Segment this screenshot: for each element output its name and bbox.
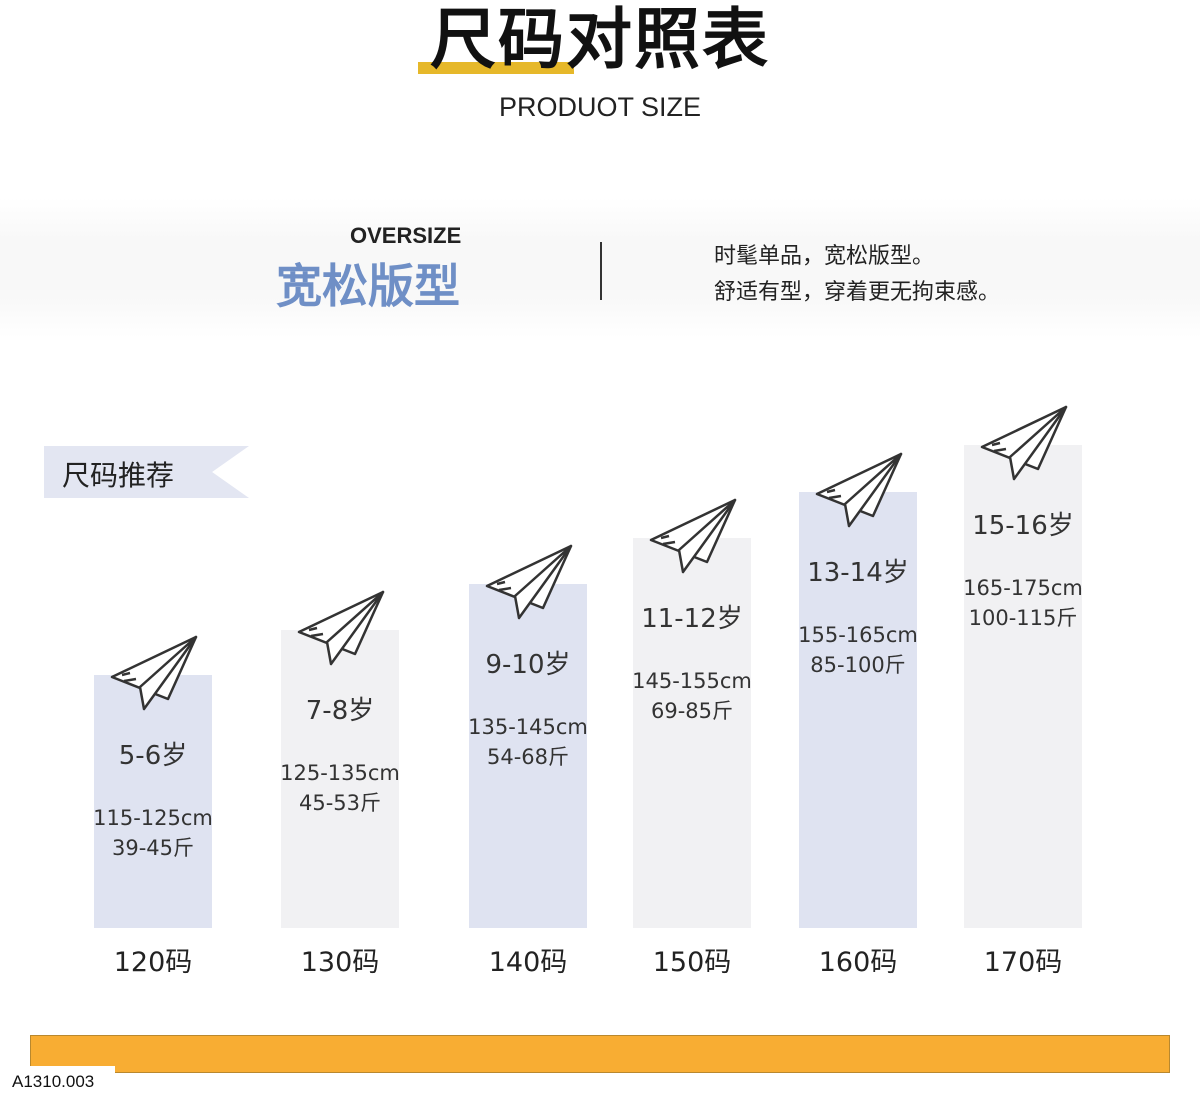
size-label: 160码 <box>818 947 898 978</box>
age-range: 11-12岁 <box>641 604 743 634</box>
weight-range: 85-100斤 <box>810 653 906 677</box>
divider <box>600 242 602 300</box>
size-label: 170码 <box>983 947 1063 978</box>
height-range: 115-125cm <box>93 806 213 830</box>
size-bar <box>633 538 751 928</box>
recommend-tag-label: 尺码推荐 <box>62 459 175 492</box>
weight-range: 69-85斤 <box>650 699 734 723</box>
paper-plane-icon <box>649 498 739 576</box>
page-title: 尺码对照表 <box>430 1 770 78</box>
weight-range: 45-53斤 <box>298 791 382 815</box>
height-range: 155-165cm <box>798 623 918 647</box>
size-bar <box>799 492 917 928</box>
style-label-cn: 宽松版型 <box>276 259 460 313</box>
style-desc-1: 时髦单品，宽松版型。 <box>714 244 935 269</box>
size-bar <box>281 630 399 928</box>
paper-plane-icon <box>110 635 200 713</box>
size-label: 150码 <box>652 947 732 978</box>
paper-plane-icon <box>815 452 905 530</box>
footer-bar <box>30 1035 1170 1073</box>
paper-plane-icon <box>980 405 1070 483</box>
age-range: 13-14岁 <box>807 558 909 588</box>
weight-range: 100-115斤 <box>968 606 1078 630</box>
weight-range: 54-68斤 <box>486 745 570 769</box>
size-bar <box>964 445 1082 928</box>
title-underline <box>418 62 574 74</box>
paper-plane-icon <box>297 590 387 668</box>
age-range: 7-8岁 <box>305 696 375 726</box>
weight-range: 39-45斤 <box>111 836 195 860</box>
size-label: 120码 <box>113 947 193 978</box>
page-subtitle: PRODUOT SIZE <box>498 92 702 122</box>
product-code: A1310.003 <box>0 1066 115 1096</box>
age-range: 9-10岁 <box>485 650 571 680</box>
height-range: 165-175cm <box>963 576 1083 600</box>
height-range: 145-155cm <box>632 669 752 693</box>
size-bar <box>94 675 212 928</box>
height-range: 125-135cm <box>280 761 400 785</box>
age-range: 5-6岁 <box>118 741 188 771</box>
size-label: 140码 <box>488 947 568 978</box>
height-range: 135-145cm <box>468 715 588 739</box>
recommend-tag: 尺码推荐 <box>44 446 249 498</box>
style-label-en: OVERSIZE <box>350 223 462 248</box>
paper-plane-icon <box>485 544 575 622</box>
style-desc-2: 舒适有型，穿着更无拘束感。 <box>714 280 1001 305</box>
size-bar <box>469 584 587 928</box>
age-range: 15-16岁 <box>972 511 1074 541</box>
size-label: 130码 <box>300 947 380 978</box>
